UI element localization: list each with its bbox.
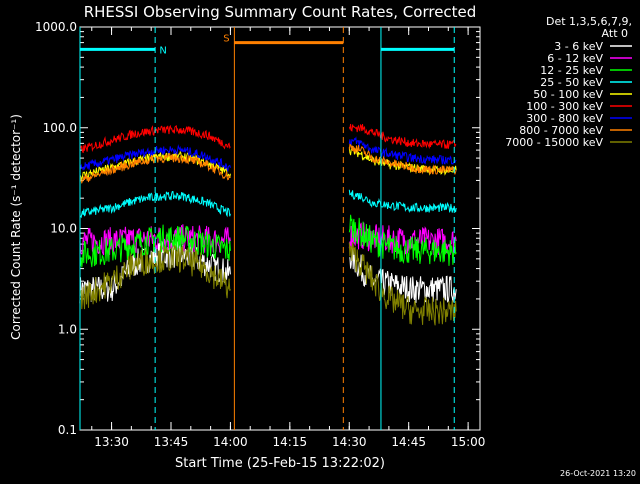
flag-label: S [223, 34, 229, 45]
series-line [348, 143, 457, 175]
x-tick-label: 14:15 [273, 435, 308, 449]
legend-label: 3 - 6 keV [554, 40, 603, 53]
legend-label: 800 - 7000 keV [519, 124, 603, 137]
x-axis-label: Start Time (25-Feb-15 13:22:02) [175, 456, 385, 471]
y-tick-label: 1.0 [58, 322, 77, 336]
flag-label: N [159, 45, 166, 56]
x-tick-label: 15:00 [451, 435, 486, 449]
legend-label: 12 - 25 keV [540, 64, 603, 77]
legend-label: 50 - 100 keV [533, 88, 603, 101]
series-line [79, 245, 231, 310]
footer-timestamp: 26-Oct-2021 13:20 [560, 469, 636, 478]
x-tick-label: 14:00 [213, 435, 248, 449]
series-line [79, 190, 231, 219]
legend-label: 6 - 12 keV [547, 52, 603, 65]
legend-label: 100 - 300 keV [526, 100, 603, 113]
x-tick-label: 13:30 [94, 435, 129, 449]
legend-label: 7000 - 15000 keV [505, 136, 603, 149]
x-tick-label: 14:45 [391, 435, 426, 449]
series-line [348, 136, 457, 165]
legend-label: 300 - 800 keV [526, 112, 603, 125]
legend-header-line-2: Att 0 [602, 27, 628, 40]
series-line [348, 123, 457, 150]
y-tick-label: 10.0 [50, 222, 77, 236]
series-line [348, 214, 457, 266]
y-tick-label: 0.1 [58, 423, 77, 437]
chart-title: RHESSI Observing Summary Count Rates, Co… [84, 3, 477, 21]
series-line [79, 224, 231, 256]
x-tick-label: 13:45 [154, 435, 189, 449]
x-tick-label: 14:30 [332, 435, 367, 449]
legend-label: 25 - 50 keV [540, 76, 603, 89]
legend-header-line-1: Det 1,3,5,6,7,9, [546, 15, 632, 28]
y-axis-label: Corrected Count Rate (s⁻¹ detector⁻¹) [9, 114, 23, 340]
series-line [348, 189, 457, 214]
y-tick-label: 1000.0 [35, 20, 77, 34]
plot-area: 0.1 1.0 10.0 100.0 1000.0 13:30 13:45 14:00 14:1… [35, 20, 485, 449]
series-line [348, 242, 457, 326]
y-tick-label: 100.0 [43, 121, 77, 135]
